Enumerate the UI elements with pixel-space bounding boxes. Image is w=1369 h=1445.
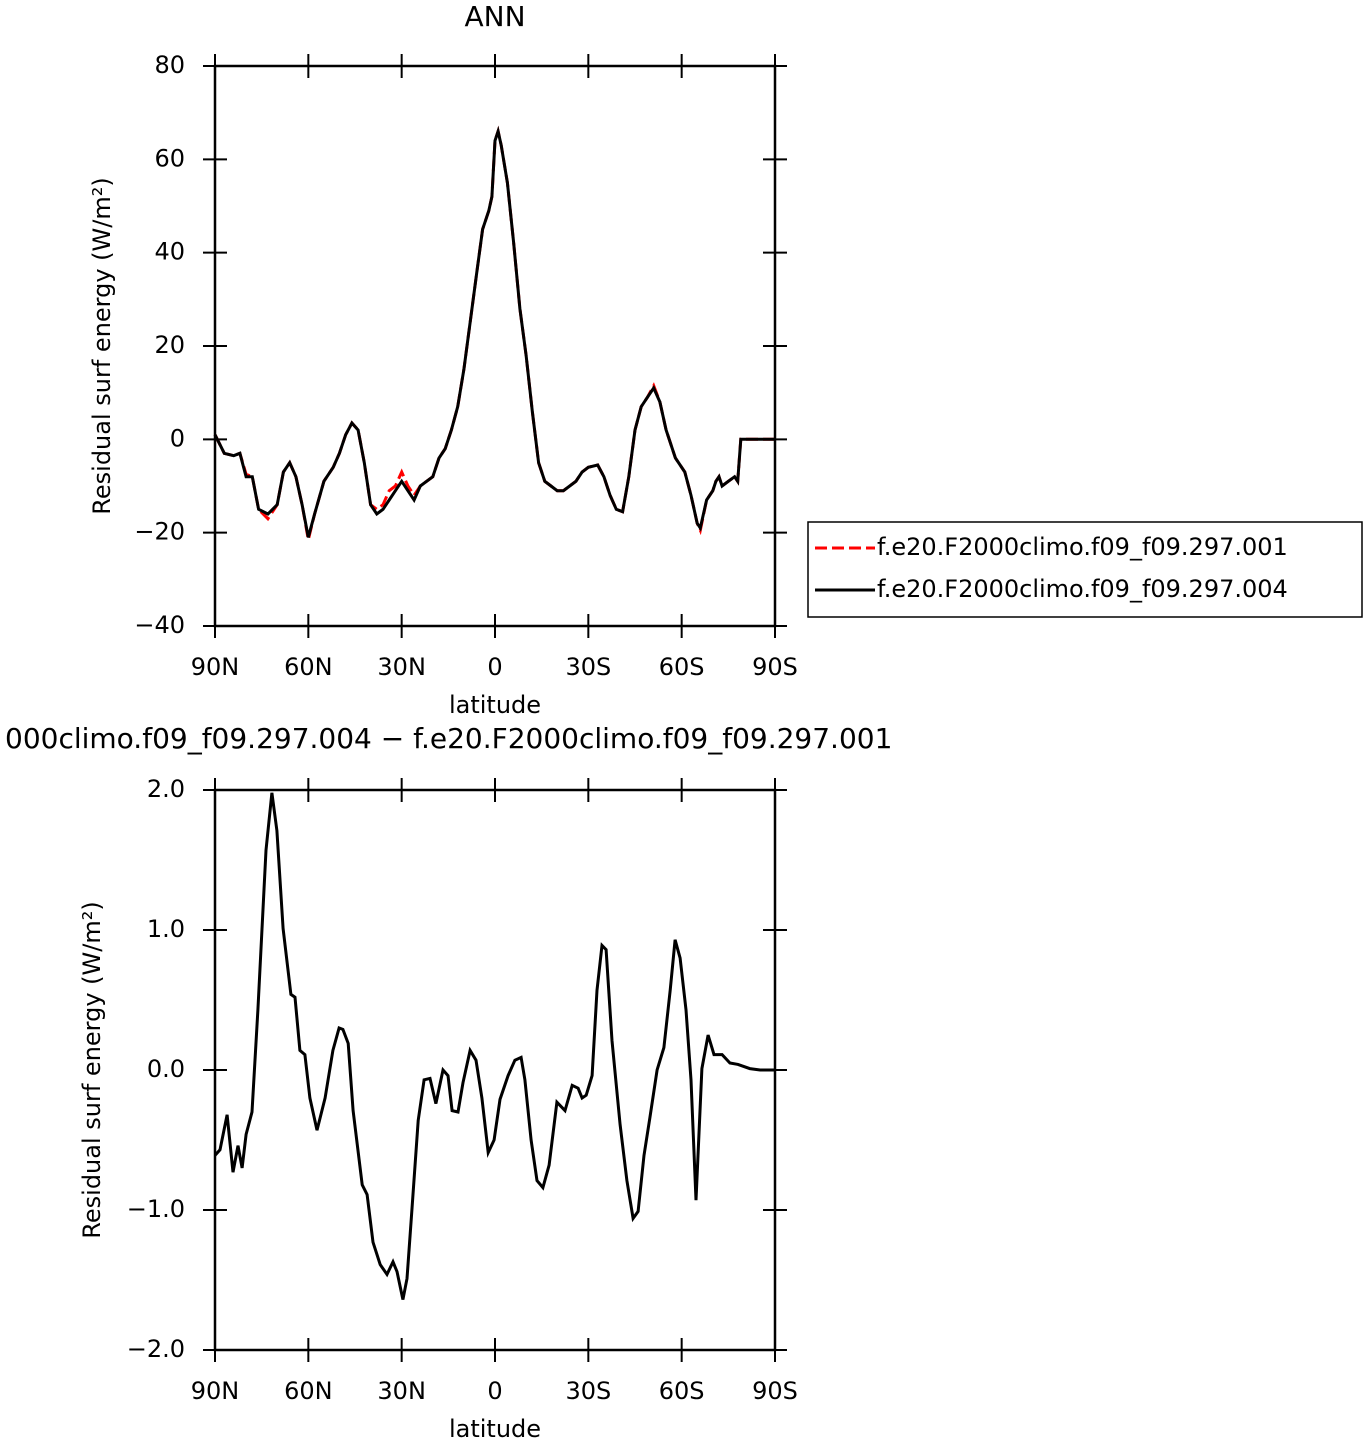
y-tick-label: −20 — [134, 518, 185, 546]
y-tick-label: 0.0 — [147, 1055, 185, 1083]
y-tick-label: 20 — [154, 331, 185, 359]
y-axis-label: Residual surf energy (W/m²) — [78, 901, 106, 1238]
x-tick-label: 90S — [752, 653, 798, 681]
y-tick-label: −40 — [134, 611, 185, 639]
x-tick-label: 90S — [752, 1377, 798, 1405]
x-axis-label: latitude — [449, 691, 541, 719]
x-tick-label: 30S — [565, 653, 611, 681]
y-tick-label: 0 — [170, 424, 185, 452]
y-tick-label: 80 — [154, 51, 185, 79]
x-tick-label: 90N — [191, 1377, 240, 1405]
chart-title: ANN — [464, 0, 525, 33]
legend-box — [807, 521, 1363, 618]
x-axis-label: latitude — [449, 1415, 541, 1443]
y-tick-label: 1.0 — [147, 915, 185, 943]
y-tick-label: −1.0 — [127, 1195, 185, 1223]
x-tick-label: 30N — [377, 1377, 426, 1405]
y-tick-label: 60 — [154, 144, 185, 172]
x-tick-label: 60S — [659, 653, 705, 681]
series-line — [213, 792, 775, 1300]
x-tick-label: 0 — [487, 653, 502, 681]
x-tick-label: 60S — [659, 1377, 705, 1405]
x-tick-label: 90N — [191, 653, 240, 681]
y-tick-label: 40 — [154, 238, 185, 266]
series-line — [213, 125, 775, 538]
legend-label: f.e20.F2000climo.f09_f09.297.004 — [877, 575, 1288, 603]
x-tick-label: 60N — [284, 1377, 333, 1405]
y-axis-label: Residual surf energy (W/m²) — [88, 177, 116, 514]
x-tick-label: 60N — [284, 653, 333, 681]
series-line — [213, 125, 775, 541]
y-tick-label: −2.0 — [127, 1335, 185, 1363]
x-tick-label: 30N — [377, 653, 426, 681]
chart-title: 000climo.f09_f09.297.004 − f.e20.F2000cl… — [5, 722, 892, 755]
y-tick-label: 2.0 — [147, 775, 185, 803]
plot-frame — [213, 788, 777, 1352]
legend-label: f.e20.F2000climo.f09_f09.297.001 — [877, 533, 1288, 561]
x-tick-label: 0 — [487, 1377, 502, 1405]
plot-frame — [213, 64, 777, 628]
x-tick-label: 30S — [565, 1377, 611, 1405]
